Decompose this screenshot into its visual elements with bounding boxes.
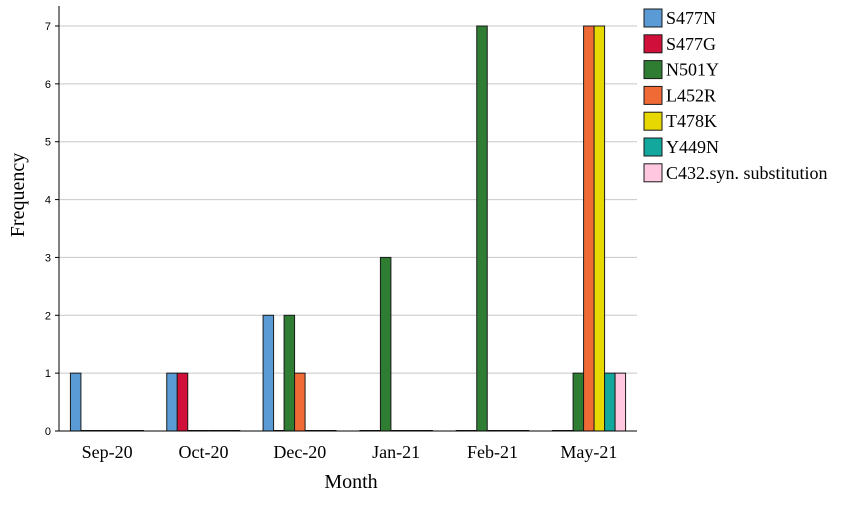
bars: [69, 25, 627, 432]
legend-label: S477N: [666, 8, 716, 28]
y-tick-label: 2: [45, 310, 51, 322]
legend-label: C432.syn. substitution: [666, 163, 828, 183]
y-tick-label: 7: [45, 21, 51, 33]
bar: [476, 25, 488, 432]
bar: [69, 372, 82, 432]
legend-label: T478K: [666, 111, 717, 131]
x-tick-labels: Sep-20 Oct-20 Dec-20 Jan-21 Feb-21 May-21: [82, 442, 618, 462]
y-tick-label: 0: [45, 426, 51, 438]
legend-label: Y449N: [666, 137, 719, 157]
bar: [166, 372, 178, 432]
y-tick-label: 5: [45, 137, 51, 149]
legend-swatch: [643, 111, 663, 131]
legend-swatch: [643, 85, 663, 105]
gridlines: [59, 25, 637, 374]
x-tick-label: Jan-21: [372, 442, 420, 462]
bar: [604, 372, 616, 432]
legend-swatch: [643, 137, 663, 157]
bar: [379, 256, 392, 432]
y-tick-label: 3: [45, 252, 51, 264]
x-tick-label: May-21: [560, 442, 617, 462]
bar: [593, 25, 606, 432]
legend-swatch: [643, 163, 663, 183]
x-tick-label: Oct-20: [179, 442, 229, 462]
bar: [283, 314, 296, 432]
x-axis-label: Month: [324, 471, 377, 493]
bar: [294, 372, 306, 432]
bar: [572, 372, 585, 432]
y-tick-label: 6: [45, 79, 51, 91]
bar: [262, 314, 275, 432]
bar: [583, 25, 595, 432]
legend-swatch: [643, 60, 663, 80]
bar: [176, 372, 189, 432]
axes: [55, 6, 637, 432]
legend-label: L452R: [666, 85, 716, 105]
x-tick-label: Sep-20: [82, 442, 133, 462]
x-tick-label: Feb-21: [467, 442, 518, 462]
legend-label: N501Y: [666, 60, 719, 80]
y-tick-label: 4: [45, 195, 51, 207]
x-tick-label: Dec-20: [273, 442, 326, 462]
legend-swatch: [643, 34, 663, 54]
legend-swatch: [643, 8, 663, 28]
bar: [614, 372, 627, 432]
legend: S477N S477G N501Y L452R T478K Y449N C432.syn. …: [643, 8, 828, 183]
y-tick-labels: 0 1 2 3 4 5 6 7: [45, 21, 51, 438]
y-axis-label: Frequency: [7, 153, 29, 237]
legend-label: S477G: [666, 34, 716, 54]
y-tick-label: 1: [45, 368, 51, 380]
